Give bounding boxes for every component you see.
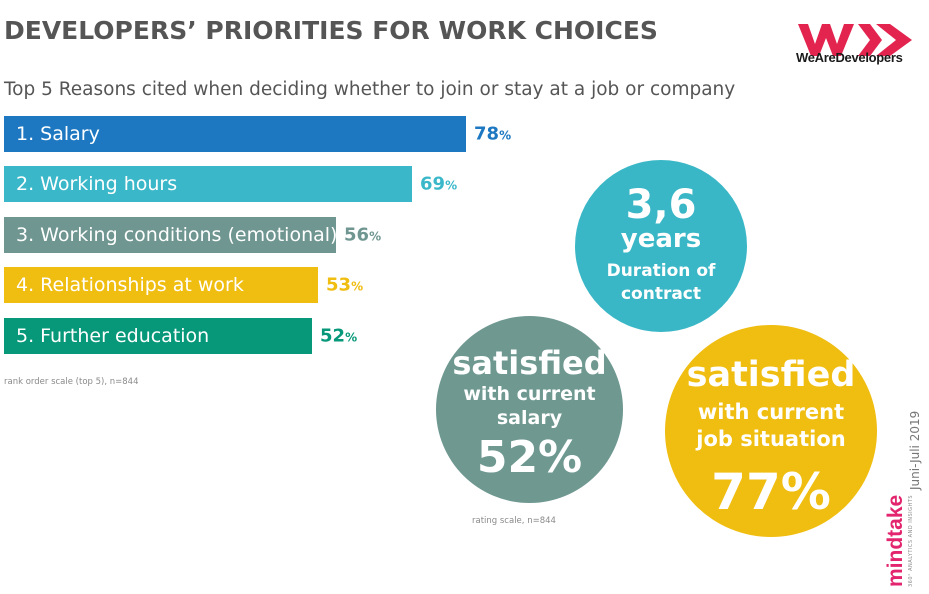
salary-satisfaction-circle: satisfied with current salary 52% [436,316,623,503]
logo-text: WeAreDevelopers [796,50,903,65]
salary-label-1: satisfied [452,344,607,382]
duration-value: 3,6 [625,182,697,228]
bar-value-label: 56% [344,224,382,246]
job-satisfaction-circle: satisfied with current job situation 77% [665,325,877,537]
bar-value-label: 53% [326,274,364,296]
mindtake-brand: mindtake [884,494,907,587]
page-title: DEVELOPERS’ PRIORITIES FOR WORK CHOICES [4,16,658,45]
duration-unit: years [620,224,702,254]
salary-label-2: with current [463,383,596,405]
duration-circle: 3,6 years Duration of contract [575,160,747,332]
bar-label: 2. Working hours [16,173,178,195]
bar-label: 1. Salary [16,123,100,145]
scale-note: rank order scale (top 5), n=844 [4,377,139,387]
bar-label: 5. Further education [16,325,210,347]
bar-4: 4. Relationships at work [4,267,318,303]
mindtake-logo: mindtake 360° ANALYTICS AND INSIGHTS [884,495,920,590]
job-label-1: satisfied [686,355,856,395]
duration-label-1: Duration of [606,261,716,281]
bar-5: 5. Further education [4,318,312,354]
rating-note: rating scale, n=844 [472,516,556,526]
job-label-2: with current [697,400,845,424]
wearedevelopers-logo-icon [798,24,912,56]
mindtake-tagline: 360° ANALYTICS AND INSIGHTS [908,495,914,587]
bar-value-label: 69% [420,173,458,195]
salary-label-3: salary [496,407,563,429]
duration-label-2: contract [620,284,702,304]
job-label-3: job situation [696,427,846,451]
chart-subtitle: Top 5 Reasons cited when deciding whethe… [4,79,736,100]
salary-value: 52% [476,432,583,483]
bar-3: 3. Working conditions (emotional) [4,217,338,253]
job-value: 77% [711,463,831,521]
bar-1: 1. Salary [4,116,466,152]
date-label: Juni-Juli 2019 [906,411,922,490]
bar-value-label: 52% [320,325,358,347]
bar-label: 3. Working conditions (emotional) [16,224,338,246]
bar-2: 2. Working hours [4,166,412,202]
date-text: Juni-Juli 2019 [908,410,922,490]
bar-value-label: 78% [474,123,512,145]
bar-label: 4. Relationships at work [16,274,244,296]
